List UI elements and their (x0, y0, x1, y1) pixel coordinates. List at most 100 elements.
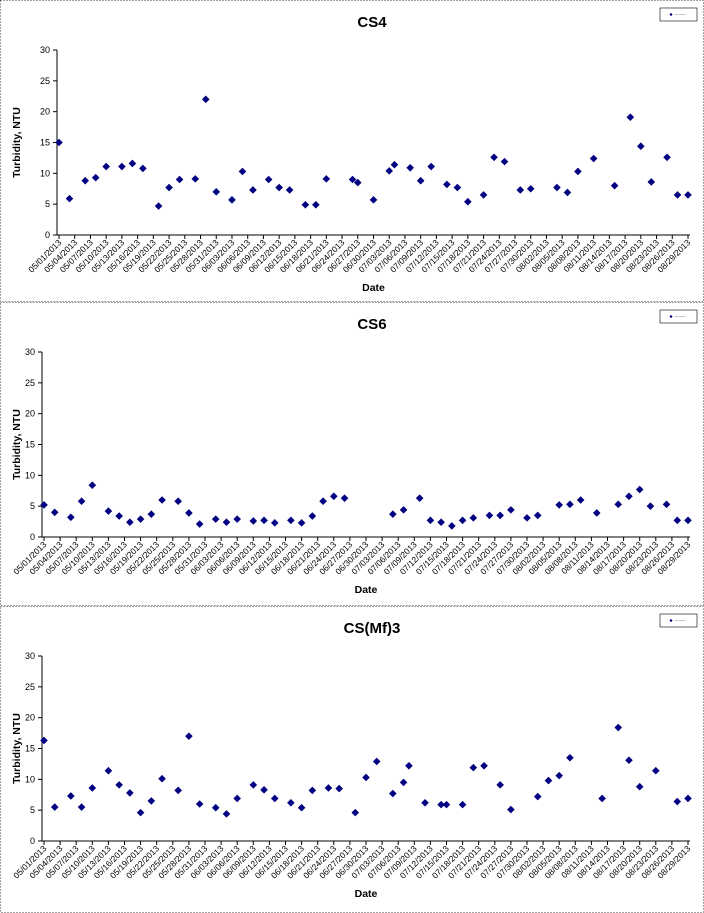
panel-border (0, 0, 704, 302)
data-point (191, 175, 200, 183)
data-point (684, 794, 692, 803)
data-point (469, 514, 478, 522)
data-point (626, 113, 635, 122)
data-point (211, 515, 220, 523)
data-point (260, 786, 268, 794)
y-tick-label: 5 (30, 501, 35, 511)
data-point (442, 800, 451, 809)
data-point (385, 167, 394, 175)
y-tick-label: 10 (40, 168, 50, 178)
data-point (77, 497, 86, 506)
legend-marker (669, 314, 673, 319)
data-point (533, 792, 542, 801)
data-point (174, 786, 182, 795)
y-tick-label: 25 (25, 682, 35, 692)
data-point (673, 516, 682, 525)
data-point (458, 800, 467, 809)
data-point (448, 522, 456, 530)
data-point (55, 138, 63, 147)
y-tick-label: 10 (25, 470, 35, 480)
data-point (222, 518, 231, 526)
data-point (201, 95, 210, 104)
data-point (507, 805, 515, 814)
data-point (128, 159, 137, 168)
data-point (260, 516, 268, 525)
data-point (270, 519, 279, 527)
data-point (249, 781, 258, 789)
data-point (270, 794, 279, 803)
data-point (165, 183, 173, 192)
data-point (287, 516, 295, 525)
x-axis-label: Date (355, 584, 378, 596)
data-point (663, 153, 671, 162)
data-point (553, 183, 561, 192)
data-point (625, 756, 633, 765)
data-point (211, 803, 220, 812)
y-axis-label: Turbidity, NTU (11, 409, 23, 480)
legend-marker (669, 618, 673, 623)
data-point (684, 516, 692, 525)
data-point (136, 515, 145, 523)
data-point (625, 492, 633, 501)
data-point (301, 200, 310, 209)
data-point (139, 164, 147, 173)
data-point (574, 167, 582, 176)
data-point (154, 202, 163, 210)
data-point (652, 766, 660, 775)
data-point (195, 800, 204, 808)
data-point (479, 191, 488, 199)
data-point (443, 180, 451, 189)
data-point (50, 508, 59, 517)
data-point (65, 194, 74, 203)
data-point (40, 501, 48, 509)
y-tick-label: 30 (40, 45, 50, 55)
data-point (469, 763, 478, 772)
data-point (249, 186, 257, 194)
data-point (212, 188, 221, 196)
data-point (308, 512, 317, 520)
data-point (598, 794, 606, 803)
data-point (185, 509, 193, 517)
data-point (88, 784, 97, 792)
y-tick-label: 15 (25, 440, 35, 450)
data-point (516, 186, 525, 194)
data-point (147, 797, 156, 805)
data-point (369, 196, 378, 204)
data-point (566, 500, 574, 509)
x-axis-label: Date (362, 282, 385, 294)
data-point (555, 771, 563, 780)
data-point (635, 485, 644, 494)
data-point (544, 776, 553, 785)
data-point (405, 761, 413, 770)
data-point (390, 160, 399, 169)
y-tick-label: 5 (30, 805, 35, 815)
data-point (115, 512, 123, 520)
chart-title: CS4 (357, 14, 387, 31)
data-point (174, 497, 182, 506)
data-point (285, 186, 294, 194)
data-point (312, 200, 320, 209)
data-point (464, 197, 472, 206)
data-point (426, 516, 435, 525)
data-point (566, 753, 574, 762)
data-point (77, 803, 86, 811)
data-point (340, 494, 349, 502)
data-point (126, 518, 134, 526)
data-point (249, 517, 258, 525)
data-point (406, 163, 414, 172)
data-point (126, 789, 134, 797)
data-point (416, 176, 425, 185)
data-point (646, 502, 655, 510)
data-point (555, 501, 563, 509)
data-point (175, 175, 184, 184)
y-tick-label: 0 (30, 532, 35, 542)
data-point (297, 519, 306, 527)
data-point (102, 162, 110, 171)
data-point (319, 497, 327, 506)
y-tick-label: 25 (25, 378, 35, 388)
data-point (399, 778, 408, 787)
data-point (485, 511, 494, 520)
data-point (647, 178, 656, 186)
data-point (233, 515, 241, 523)
